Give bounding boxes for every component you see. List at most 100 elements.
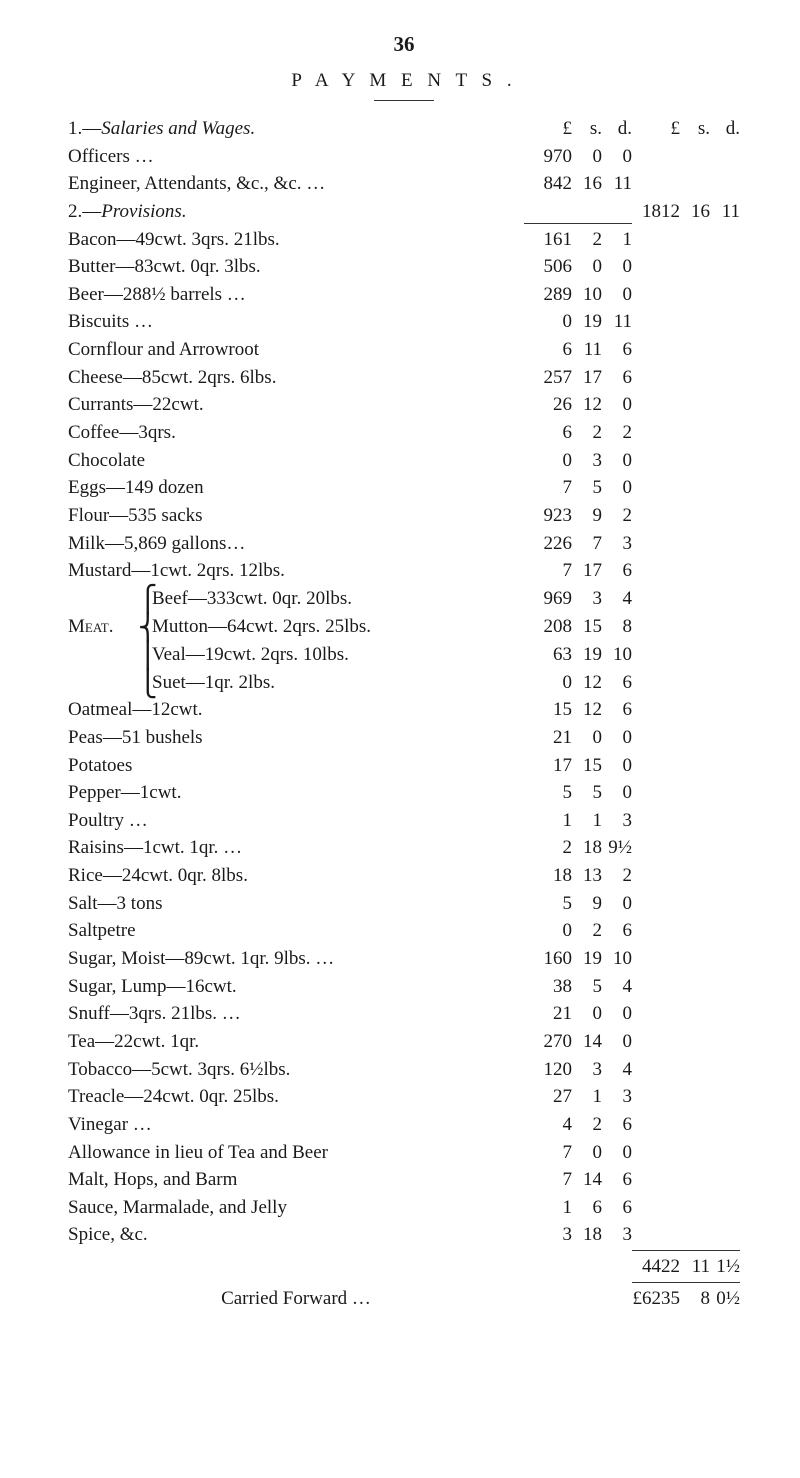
table-row: Bacon—49cwt. 3qrs. 21lbs.16121 [68,226,740,254]
provisions-rows-2: Oatmeal—12cwt.15126Peas—51 bushels2100Po… [68,696,740,1249]
row-label: Peas—51 bushels [68,724,524,752]
amt-d: 0 [602,1028,632,1056]
row-label: Malt, Hops, and Barm [68,1166,524,1194]
meat-item-label: Veal—19cwt. 2qrs. 10lbs. [152,644,349,665]
amt-L: 17 [524,752,572,780]
amt-d: 3 [602,1083,632,1111]
amt-L: 4 [524,1111,572,1139]
meat-row: ⎧Beef—333cwt. 0qr. 20lbs.96934 [68,585,740,613]
row-label: Pepper—1cwt. [68,779,524,807]
amt-L: 969 [524,585,572,613]
ledger-table: 1.—Salaries and Wages. £ s. d. £ s. d. O… [68,115,740,1312]
amt-d: 1 [602,226,632,254]
carried-forward-label: Carried Forward … [68,1285,524,1313]
amt-s: 18 [572,1221,602,1249]
right-total-1-s: 16 [680,198,710,226]
table-row: Flour—535 sacks92392 [68,502,740,530]
amt-d: 2 [602,502,632,530]
carried-forward-row: Carried Forward … £6235 8 0½ [68,1285,740,1313]
amt-s: 0 [572,253,602,281]
amt-s: 14 [572,1028,602,1056]
row-label: Chocolate [68,447,524,475]
table-row: Tobacco—5cwt. 3qrs. 6½lbs.12034 [68,1056,740,1084]
amt-s: 17 [572,364,602,392]
amt-d: 0 [602,474,632,502]
amt-s: 5 [572,973,602,1001]
amt-L: 226 [524,530,572,558]
table-row: Rice—24cwt. 0qr. 8lbs.18132 [68,862,740,890]
amt-L: 289 [524,281,572,309]
amt-s: 2 [572,917,602,945]
amt-d: 9½ [602,834,632,862]
cf-total-d: 0½ [710,1285,740,1313]
amt-d: 6 [602,917,632,945]
amt-d: 0 [602,1000,632,1028]
amt-L: 18 [524,862,572,890]
amt-L: 27 [524,1083,572,1111]
amt-s: 5 [572,474,602,502]
row-label: Tobacco—5cwt. 3qrs. 6½lbs. [68,1056,524,1084]
amt-s: 11 [572,336,602,364]
brace-icon: ⎧ [138,593,152,606]
meat-rows: ⎧Beef—333cwt. 0qr. 20lbs.96934Meat.⎨Mutt… [68,585,740,696]
amt-s: 12 [572,696,602,724]
row-label: Mustard—1cwt. 2qrs. 12lbs. [68,557,524,585]
amt-L: 160 [524,945,572,973]
row-label: Allowance in lieu of Tea and Beer [68,1139,524,1167]
table-row: Cheese—85cwt. 2qrs. 6lbs.257176 [68,364,740,392]
amt-s: 0 [572,143,602,171]
row-label: Poultry … [68,807,524,835]
col-head-d-left: d. [602,115,632,143]
amt-L: 0 [524,917,572,945]
amt-d: 6 [602,557,632,585]
amt-d: 10 [602,945,632,973]
row-label: Eggs—149 dozen [68,474,524,502]
amt-s: 13 [572,862,602,890]
page-number: 36 [68,30,740,58]
cf-total-s: 8 [680,1285,710,1313]
row-label: Flour—535 sacks [68,502,524,530]
table-row: Allowance in lieu of Tea and Beer700 [68,1139,740,1167]
amt-d: 11 [602,170,632,198]
table-row: Mustard—1cwt. 2qrs. 12lbs.7176 [68,557,740,585]
amt-L: 7 [524,557,572,585]
meat-item-label: Suet—1qr. 2lbs. [152,672,275,693]
amt-L: 970 [524,143,572,171]
row-label: Saltpetre [68,917,524,945]
amt-d: 6 [602,696,632,724]
subtotal-rule-2 [632,1250,740,1252]
row-label: Currants—22cwt. [68,391,524,419]
amt-L: 257 [524,364,572,392]
row-label: Vinegar … [68,1111,524,1139]
amt-s: 14 [572,1166,602,1194]
amt-d: 11 [602,308,632,336]
amt-d: 6 [602,364,632,392]
table-row: Treacle—24cwt. 0qr. 25lbs.2713 [68,1083,740,1111]
amt-s: 9 [572,502,602,530]
table-row: Sugar, Moist—89cwt. 1qr. 9lbs. …1601910 [68,945,740,973]
table-row: Eggs—149 dozen750 [68,474,740,502]
right-total-2-s: 11 [680,1253,710,1281]
amt-s: 15 [572,752,602,780]
table-row: Potatoes17150 [68,752,740,780]
payments-heading: P A Y M E N T S . [68,68,740,94]
amt-L: 5 [524,779,572,807]
table-row: Chocolate030 [68,447,740,475]
table-row: Peas—51 bushels2100 [68,724,740,752]
amt-L: 0 [524,669,572,697]
brace-icon: ⎩ [138,677,152,690]
col-head-s-right: s. [680,115,710,143]
amt-L: 0 [524,447,572,475]
amt-d: 6 [602,669,632,697]
table-row: Butter—83cwt. 0qr. 3lbs.50600 [68,253,740,281]
table-row: Saltpetre026 [68,917,740,945]
amt-L: 15 [524,696,572,724]
amt-s: 3 [572,447,602,475]
right-total-2-row: 4422 11 1½ [68,1253,740,1281]
amt-L: 1 [524,807,572,835]
section-2-row: 2.—Provisions. 1812 16 11 [68,198,740,226]
amt-L: 842 [524,170,572,198]
table-row: Snuff—3qrs. 21lbs. …2100 [68,1000,740,1028]
amt-d: 0 [602,281,632,309]
row-label: Meat.⎨Mutton—64cwt. 2qrs. 25lbs. [68,613,524,641]
